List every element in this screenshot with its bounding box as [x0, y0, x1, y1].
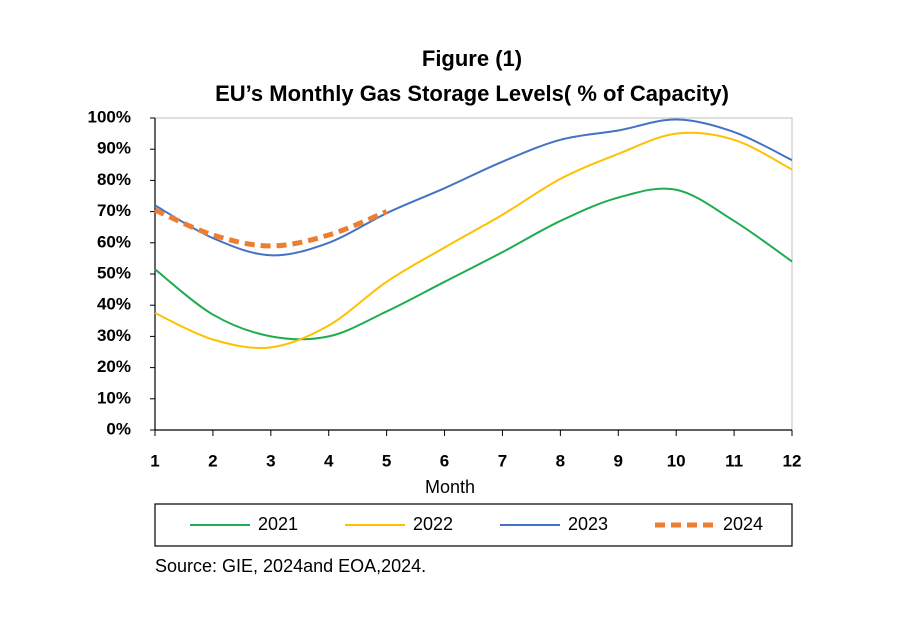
x-tick-label: 8	[556, 451, 565, 470]
x-tick-label: 3	[266, 451, 275, 470]
y-tick-label: 100%	[88, 107, 131, 126]
series-line	[154, 187, 793, 341]
y-tick-label: 80%	[97, 170, 131, 189]
chart-title: Figure (1)	[422, 46, 522, 71]
x-tick-label: 1	[150, 451, 159, 470]
x-tick-label: 6	[440, 451, 449, 470]
y-tick-label: 50%	[97, 263, 131, 282]
x-tick-label: 10	[667, 451, 686, 470]
y-tick-label: 10%	[97, 388, 131, 407]
y-tick-label: 70%	[97, 201, 131, 220]
legend-label: 2023	[568, 514, 608, 534]
x-tick-label: 5	[382, 451, 391, 470]
legend-label: 2022	[413, 514, 453, 534]
legend-label: 2021	[258, 514, 298, 534]
y-tick-label: 30%	[97, 326, 131, 345]
series-line	[154, 118, 793, 257]
series-line	[153, 207, 388, 249]
y-tick-label: 0%	[106, 419, 131, 438]
legend-label: 2024	[723, 514, 763, 534]
source-note: Source: GIE, 2024and EOA,2024.	[155, 556, 426, 576]
x-tick-label: 7	[498, 451, 507, 470]
x-tick-label: 12	[783, 451, 802, 470]
y-tick-label: 40%	[97, 295, 131, 314]
y-tick-label: 20%	[97, 357, 131, 376]
chart-title: EU’s Monthly Gas Storage Levels( % of Ca…	[215, 81, 729, 106]
series-line	[154, 131, 793, 349]
legend	[154, 503, 793, 547]
y-tick-label: 90%	[97, 139, 131, 158]
x-tick-label: 11	[725, 451, 743, 470]
x-tick-label: 9	[614, 451, 623, 470]
x-axis-label: Month	[425, 477, 475, 497]
y-tick-label: 60%	[97, 232, 131, 251]
x-tick-label: 4	[324, 451, 334, 470]
x-tick-label: 2	[208, 451, 217, 470]
